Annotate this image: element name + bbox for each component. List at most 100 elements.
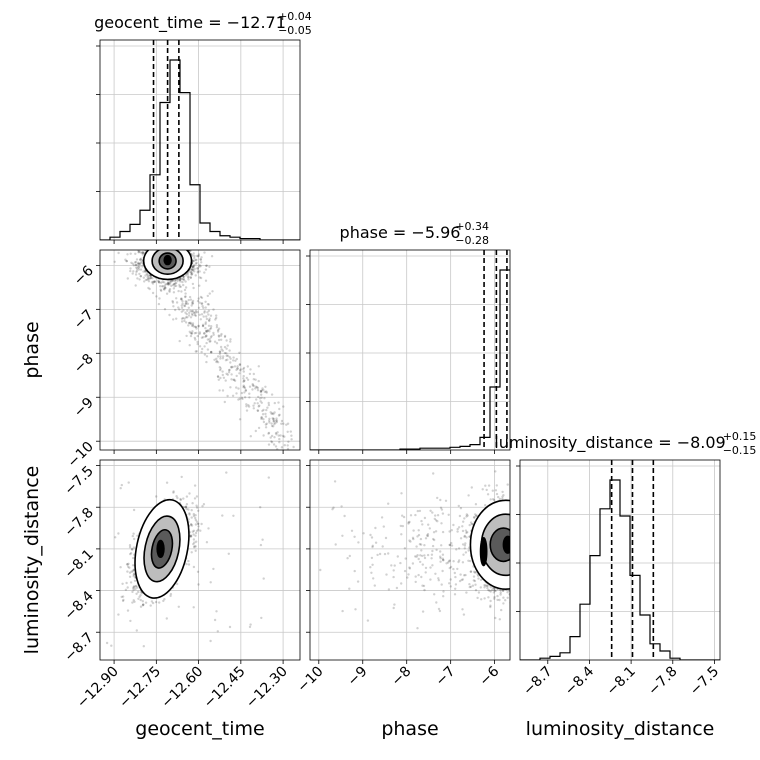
sample-point: [514, 577, 516, 579]
sample-point: [192, 542, 195, 546]
x-tick-label: −12.45: [201, 664, 249, 712]
sample-point: [513, 516, 515, 518]
sample-point: [186, 302, 190, 305]
sample-point: [209, 326, 213, 330]
sample-point: [208, 319, 211, 322]
sample-point: [265, 390, 268, 393]
sample-point: [510, 556, 512, 558]
sample-point: [134, 263, 138, 267]
sample-point: [277, 434, 280, 437]
sample-point: [139, 261, 143, 264]
sample-point: [515, 550, 517, 552]
sample-point: [190, 246, 192, 248]
sample-point: [205, 360, 208, 364]
sample-point: [178, 243, 180, 245]
sample-point: [209, 327, 212, 331]
sample-point: [139, 591, 143, 594]
sample-point: [510, 548, 512, 550]
sample-point: [252, 407, 255, 410]
sample-point: [238, 372, 241, 375]
sample-point: [206, 294, 209, 298]
sample-point: [215, 610, 218, 613]
sample-point: [139, 275, 142, 278]
sample-point: [178, 308, 181, 311]
sample-point: [199, 318, 202, 321]
sample-point: [184, 321, 188, 324]
sample-point: [516, 569, 518, 571]
sample-point: [235, 392, 238, 395]
sample-point: [290, 438, 293, 441]
sample-point: [129, 269, 132, 273]
sample-point: [168, 283, 171, 286]
sample-point: [128, 571, 132, 574]
sample-point: [157, 280, 160, 283]
sample-point: [256, 409, 260, 412]
sample-point: [177, 289, 180, 293]
sample-point: [511, 546, 513, 548]
sample-point: [185, 334, 188, 338]
sample-point: [211, 290, 214, 293]
sample-point: [139, 257, 143, 260]
sample-point: [187, 314, 191, 317]
sample-point: [148, 287, 151, 291]
sample-point: [151, 246, 153, 248]
sample-point: [484, 584, 487, 587]
sample-point: [137, 261, 140, 264]
sample-point: [489, 605, 492, 609]
sample-point: [515, 547, 517, 549]
sample-point: [161, 243, 163, 245]
sample-point: [501, 495, 504, 498]
sample-point: [147, 277, 150, 281]
sample-point: [155, 495, 158, 498]
sample-point: [141, 253, 144, 256]
sample-point: [516, 511, 518, 513]
sample-point: [193, 546, 196, 549]
sample-point: [518, 582, 520, 584]
sample-point: [187, 276, 190, 279]
sample-point: [134, 284, 137, 287]
sample-point: [113, 260, 116, 263]
sample-point: [149, 274, 152, 278]
sample-point: [173, 282, 176, 286]
sample-point: [132, 599, 135, 602]
sample-point: [180, 247, 182, 249]
sample-point: [178, 283, 181, 287]
sample-point: [210, 325, 213, 328]
sample-point: [219, 355, 222, 358]
sample-point: [156, 246, 158, 248]
sample-point: [194, 311, 197, 314]
sample-point: [199, 529, 202, 532]
sample-point: [170, 284, 173, 288]
sample-point: [142, 645, 145, 648]
sample-point: [120, 483, 123, 487]
sample-point: [191, 282, 195, 286]
sample-point: [139, 251, 143, 254]
sample-point: [187, 321, 191, 325]
sample-point: [220, 332, 223, 336]
panel-geocent_time-geocent_time: [96, 39, 301, 244]
sample-point: [483, 586, 486, 589]
sample-point: [225, 372, 228, 375]
sample-point: [133, 600, 136, 603]
sample-point: [182, 283, 185, 287]
sample-point: [187, 508, 190, 511]
sample-point: [126, 586, 129, 589]
sample-point: [196, 334, 199, 338]
sample-point: [243, 386, 247, 390]
sample-point: [125, 581, 128, 585]
sample-point: [186, 244, 188, 246]
sample-point: [190, 523, 193, 526]
sample-point: [521, 544, 523, 546]
sample-point: [177, 605, 180, 608]
sample-point: [515, 515, 517, 517]
sample-point: [251, 388, 254, 391]
sample-point: [149, 247, 151, 249]
sample-point: [141, 600, 144, 603]
sample-point: [229, 357, 232, 360]
sample-point: [202, 306, 205, 310]
sample-point: [242, 368, 245, 371]
sample-point: [197, 522, 200, 525]
sample-point: [512, 564, 514, 566]
sample-point: [175, 241, 177, 243]
sample-point: [184, 274, 188, 277]
